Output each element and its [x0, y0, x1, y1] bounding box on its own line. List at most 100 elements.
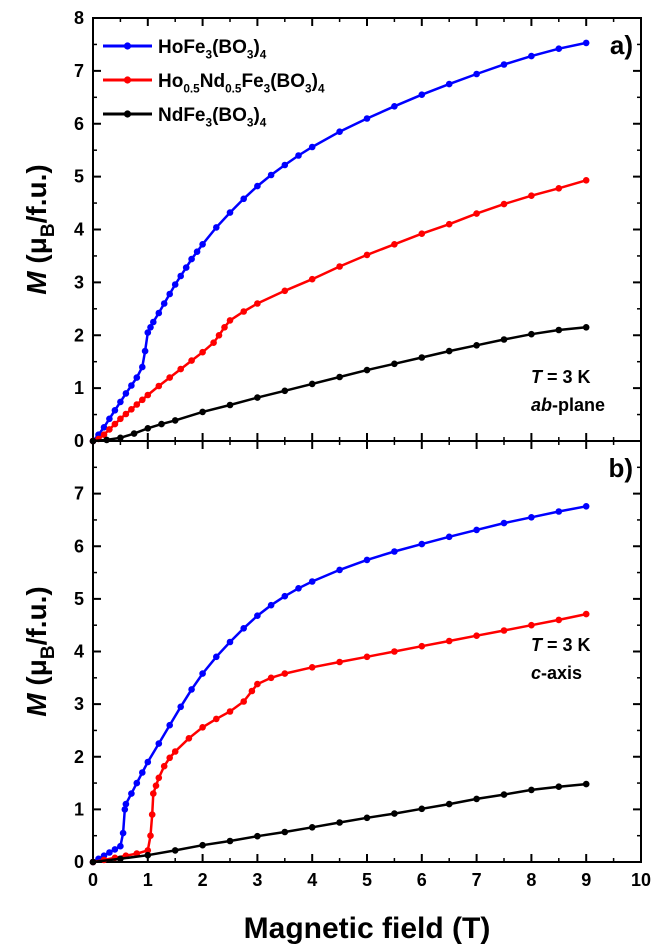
panel-label: b)	[608, 453, 633, 483]
x-axis-label: Magnetic field (T)	[244, 912, 491, 945]
x-tick-label: 9	[581, 870, 591, 890]
data-point	[240, 698, 247, 705]
data-point	[160, 300, 168, 307]
data-point	[473, 526, 480, 534]
data-point	[130, 430, 138, 437]
data-point	[473, 795, 480, 803]
data-point	[139, 396, 146, 404]
data-point	[160, 762, 168, 770]
data-point	[166, 374, 173, 381]
data-point	[122, 390, 130, 397]
data-point	[144, 847, 152, 854]
data-point	[111, 846, 119, 853]
data-point	[555, 508, 563, 515]
data-point	[122, 800, 130, 808]
data-point	[111, 407, 119, 414]
data-point	[193, 248, 201, 255]
data-point	[188, 255, 195, 263]
legend-label: NdFe3(BO3)4	[158, 105, 267, 130]
legend-marker	[123, 110, 132, 118]
data-point	[267, 171, 275, 179]
data-point	[147, 324, 154, 331]
legend-label: HoFe3(BO3)4	[158, 37, 267, 62]
data-point	[185, 735, 193, 742]
data-point	[100, 431, 108, 439]
y-tick-label: 0	[74, 431, 84, 451]
data-point	[117, 415, 124, 423]
data-point	[100, 424, 108, 431]
data-point	[199, 241, 206, 248]
data-point	[199, 724, 206, 731]
data-point	[445, 533, 453, 541]
data-point	[418, 91, 426, 98]
data-point	[582, 177, 590, 184]
data-point	[418, 354, 426, 361]
series-line	[92, 41, 587, 442]
data-point	[391, 241, 398, 248]
data-point	[528, 330, 535, 338]
y-tick-label: 5	[74, 589, 84, 609]
data-point	[418, 540, 426, 548]
data-point	[254, 832, 261, 840]
data-point	[226, 638, 234, 646]
data-point	[336, 128, 343, 135]
series-line	[92, 326, 587, 443]
data-point	[528, 192, 535, 199]
series-0	[89, 39, 590, 445]
data-point	[254, 394, 261, 401]
x-tick-label: 2	[198, 870, 208, 890]
data-point	[89, 858, 97, 866]
data-point	[281, 287, 289, 295]
data-point	[199, 348, 206, 356]
data-point	[213, 715, 220, 723]
data-point	[166, 721, 173, 729]
data-point	[336, 819, 343, 826]
data-point	[528, 514, 535, 521]
series-line	[92, 505, 587, 864]
data-point	[119, 829, 127, 837]
data-point	[336, 263, 343, 270]
data-point	[155, 740, 163, 747]
data-point	[111, 420, 119, 428]
series-line	[92, 179, 587, 443]
data-point	[418, 230, 426, 237]
data-point	[363, 556, 371, 564]
data-point	[106, 849, 113, 856]
data-point	[128, 382, 135, 389]
data-point	[240, 625, 247, 632]
y-tick-label: 1	[74, 799, 84, 819]
data-point	[226, 708, 234, 715]
temperature-note: T = 3 K	[531, 367, 591, 387]
data-point	[500, 791, 508, 798]
data-point	[199, 841, 206, 849]
data-point	[500, 519, 508, 527]
y-tick-label: 0	[74, 852, 84, 872]
y-tick-label: 6	[74, 536, 84, 556]
panel-b: 0 1 2 3 4 5 6 7 0 1 2 3 4 5 6 7 8 9 10 Magnetic field (T) M …	[21, 440, 651, 945]
legend: HoFe3(BO3)4 Ho0.5Nd0.5Fe3(BO3)4 NdFe3(BO3)…	[103, 37, 325, 130]
panel-label: a)	[610, 30, 633, 60]
data-point	[336, 658, 343, 666]
data-point	[155, 309, 163, 317]
y-tick-label: 1	[74, 378, 84, 398]
data-point	[248, 687, 256, 695]
data-point	[199, 408, 206, 416]
data-point	[188, 357, 195, 364]
data-point	[555, 326, 563, 334]
data-point	[555, 616, 563, 624]
y-tick-label: 5	[74, 167, 84, 187]
y-tick-label: 7	[74, 484, 84, 504]
data-point	[363, 653, 371, 661]
orientation-note: ab-plane	[531, 395, 605, 415]
data-point	[308, 578, 316, 585]
panel-a: 0 1 2 3 4 5 6 7 8 M (μB/f.u.) a) T = 3 K ab-plane HoF…	[21, 8, 642, 451]
data-point	[281, 387, 289, 395]
data-point	[582, 780, 590, 788]
data-point	[171, 281, 179, 288]
y-tick-label: 8	[74, 8, 84, 28]
data-point	[445, 80, 453, 88]
data-point	[363, 366, 371, 374]
legend-marker	[123, 76, 132, 84]
data-point	[582, 503, 590, 510]
series-2	[89, 324, 590, 445]
